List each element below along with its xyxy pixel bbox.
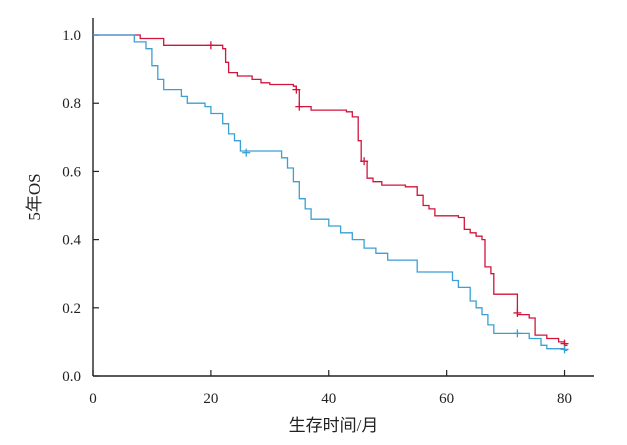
y-tick-label: 0.4 xyxy=(62,233,81,249)
x-axis-title: 生存时间/月 xyxy=(289,416,379,435)
series-2-line xyxy=(93,34,568,352)
series-1-censor-mark xyxy=(295,102,304,111)
y-tick-label: 0.2 xyxy=(62,301,81,317)
x-tick-label: 0 xyxy=(89,391,97,407)
series-group xyxy=(93,34,569,354)
series-1-censor-mark xyxy=(292,85,301,94)
x-tick-label: 40 xyxy=(321,391,336,407)
y-tick-label: 0.8 xyxy=(62,96,81,112)
series-2-censor-mark xyxy=(242,148,251,157)
series-1-censor-mark xyxy=(360,157,369,166)
series-2-censor-mark xyxy=(513,329,522,338)
series-2-censor-mark xyxy=(560,345,569,354)
axes: 0.0 0.2 0.4 0.6 0.8 1.0 0 20 40 60 80 xyxy=(62,18,594,407)
y-tick-label: 0.6 xyxy=(62,164,81,180)
series-1-censor-mark xyxy=(513,308,522,317)
series-1-line xyxy=(93,34,568,346)
y-tick-label: 0.0 xyxy=(62,369,81,385)
x-tick-label: 20 xyxy=(203,391,218,407)
y-axis-title: 5年OS xyxy=(25,173,44,220)
x-tick-label: 80 xyxy=(557,391,572,407)
series-1-censor-mark xyxy=(206,41,215,50)
x-tick-label: 60 xyxy=(439,391,454,407)
y-tick-label: 1.0 xyxy=(62,28,81,44)
